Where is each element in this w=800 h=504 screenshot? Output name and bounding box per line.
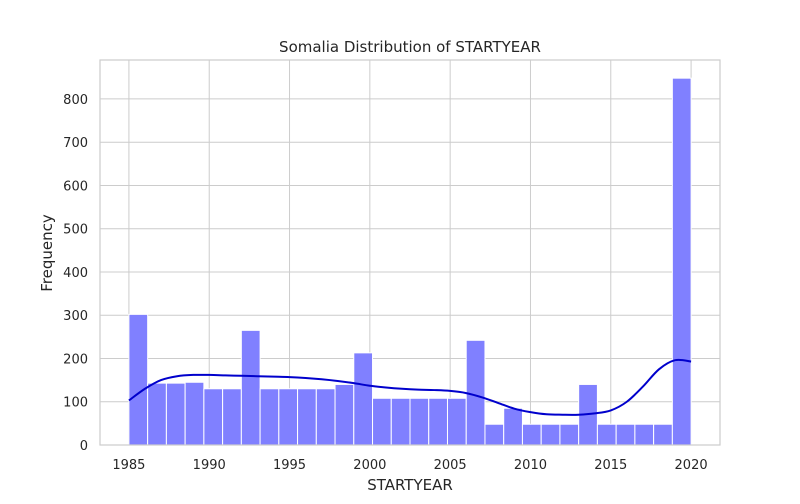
- histogram-bar: [653, 423, 673, 446]
- histogram-bar: [128, 313, 149, 446]
- histogram-bar: [446, 397, 467, 446]
- histogram-bar: [559, 423, 580, 446]
- histogram-bar: [259, 388, 280, 446]
- y-axis-ticks: 0 100 200 300 400 500 600 700 800: [63, 93, 88, 454]
- x-tick-label: 2005: [434, 458, 467, 473]
- x-tick-label: 2000: [353, 458, 386, 473]
- histogram-bar: [372, 397, 392, 446]
- x-tick-label: 2010: [514, 458, 547, 473]
- histogram-bar: [315, 388, 336, 446]
- y-tick-label: 700: [63, 136, 88, 151]
- histogram-bar: [147, 382, 167, 446]
- histogram-bar: [203, 388, 224, 446]
- histogram-bar: [540, 423, 561, 446]
- histogram-bar: [409, 397, 430, 446]
- histogram-bar: [671, 77, 692, 446]
- histogram-bar: [484, 423, 505, 446]
- histogram-bar: [184, 381, 205, 446]
- y-tick-label: 0: [80, 439, 88, 454]
- y-tick-label: 600: [63, 179, 88, 194]
- kde-curve: [128, 358, 692, 416]
- x-tick-label: 2020: [675, 458, 708, 473]
- y-tick-label: 200: [63, 352, 88, 367]
- plot-background: [100, 60, 720, 445]
- histogram-bar: [428, 397, 448, 446]
- y-tick-label: 500: [63, 223, 88, 238]
- x-tick-label: 1995: [273, 458, 306, 473]
- histogram-bar: [165, 382, 186, 446]
- x-tick-label: 2015: [594, 458, 627, 473]
- y-tick-label: 300: [63, 309, 88, 324]
- histogram-bar: [503, 407, 523, 446]
- y-tick-label: 800: [63, 93, 88, 108]
- histogram-bar: [615, 423, 636, 446]
- x-tick-label: 1985: [112, 458, 145, 473]
- histogram-bar: [240, 329, 261, 446]
- histogram-bar: [278, 388, 299, 446]
- chart-title: Somalia Distribution of STARTYEAR: [279, 38, 541, 56]
- x-axis-title: STARTYEAR: [367, 476, 453, 494]
- y-axis-title: Frequency: [38, 214, 56, 292]
- histogram-bar: [596, 423, 617, 446]
- histogram-bar: [634, 423, 655, 446]
- x-tick-label: 1990: [193, 458, 226, 473]
- y-tick-label: 100: [63, 396, 88, 411]
- histogram-bar: [334, 383, 355, 446]
- histogram-bar: [465, 339, 486, 446]
- plot-frame: [99, 59, 721, 446]
- histogram-bar: [353, 352, 374, 446]
- x-axis-ticks: 1985 1990 1995 2000 2005 2010 2015 2020: [112, 458, 707, 473]
- histogram-bar: [390, 397, 411, 446]
- histogram-bar: [297, 388, 317, 446]
- histogram-bar: [222, 388, 242, 446]
- y-tick-label: 400: [63, 266, 88, 281]
- histogram-bar: [521, 423, 542, 446]
